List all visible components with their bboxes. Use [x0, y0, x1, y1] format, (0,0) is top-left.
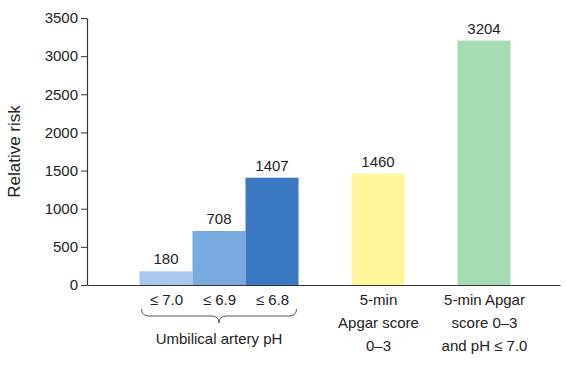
data-label: 1407: [255, 157, 288, 174]
group-brace: [142, 309, 297, 323]
data-label: 1460: [361, 153, 394, 170]
data-label: 3204: [467, 20, 500, 37]
x-tick-label: 5-min Apgar score 0–3 and pH ≤ 7.0: [442, 291, 528, 354]
x-tick: ≤ 7.0: [150, 285, 183, 308]
x-tick-label-line: 0–3: [366, 337, 391, 354]
x-tick: 5-min Apgar score 0–3: [338, 285, 419, 354]
y-tick: 0: [70, 276, 87, 293]
bar: [246, 178, 299, 285]
x-tick-label: ≤ 7.0: [150, 291, 183, 308]
x-tick-label: ≤ 6.8: [256, 291, 289, 308]
data-label: 708: [206, 210, 231, 227]
x-tick-label-line: ≤ 7.0: [150, 291, 183, 308]
bar: [458, 41, 511, 285]
y-tick-label: 3000: [45, 47, 78, 64]
x-tick-label-line: 5-min: [360, 291, 398, 308]
y-tick: 1000: [45, 200, 87, 217]
bar: [140, 271, 193, 285]
y-tick-label: 3500: [45, 9, 78, 26]
y-tick: 2500: [45, 86, 87, 103]
bars: [140, 41, 511, 285]
y-axis-line: [87, 19, 88, 286]
x-tick: ≤ 6.8: [256, 285, 289, 308]
data-labels: 180 708 1407 1460 3204: [153, 20, 500, 268]
x-tick-label-line: Apgar score: [338, 314, 419, 331]
chart: 0 500 1000 1500 2000 2500 3000 3500 Relative ris…: [0, 0, 566, 381]
y-tick: 500: [53, 238, 87, 255]
x-tick-label: 5-min Apgar score 0–3: [338, 291, 419, 354]
y-tick-mark: [81, 56, 87, 57]
y-tick: 3000: [45, 47, 87, 64]
x-tick: 5-min Apgar score 0–3 and pH ≤ 7.0: [442, 285, 528, 354]
y-tick-mark: [81, 285, 87, 286]
y-tick-mark: [81, 247, 87, 248]
x-axis-line: [88, 285, 561, 286]
x-tick: ≤ 6.9: [203, 285, 236, 308]
y-tick-mark: [81, 171, 87, 172]
y-tick-label: 1000: [45, 200, 78, 217]
x-tick-label: ≤ 6.9: [203, 291, 236, 308]
x-axis: ≤ 7.0 ≤ 6.9 ≤ 6.8 5-min Apgar score 0–3 5-min …: [88, 285, 561, 354]
y-tick-label: 2500: [45, 86, 78, 103]
bar: [352, 174, 405, 285]
y-tick-mark: [81, 94, 87, 95]
x-tick-label-line: score 0–3: [452, 314, 518, 331]
y-tick-label: 0: [70, 276, 78, 293]
y-axis-title: Relative risk: [5, 105, 24, 198]
y-tick-mark: [81, 18, 87, 19]
y-tick-label: 1500: [45, 162, 78, 179]
x-tick-label-line: 5-min Apgar: [444, 291, 525, 308]
y-tick-label: 500: [53, 238, 78, 255]
y-tick-label: 2000: [45, 124, 78, 141]
bar: [193, 231, 246, 285]
group-label: Umbilical artery pH: [156, 330, 283, 347]
x-tick-label-line: ≤ 6.9: [203, 291, 236, 308]
y-tick-mark: [81, 209, 87, 210]
y-tick-mark: [81, 132, 87, 133]
y-axis: 0 500 1000 1500 2000 2500 3000 3500: [45, 9, 88, 293]
x-tick-label-line: ≤ 6.8: [256, 291, 289, 308]
x-tick-label-line: and pH ≤ 7.0: [442, 337, 528, 354]
y-tick: 3500: [45, 9, 87, 26]
y-tick: 1500: [45, 162, 87, 179]
y-tick: 2000: [45, 124, 87, 141]
data-label: 180: [153, 250, 178, 267]
